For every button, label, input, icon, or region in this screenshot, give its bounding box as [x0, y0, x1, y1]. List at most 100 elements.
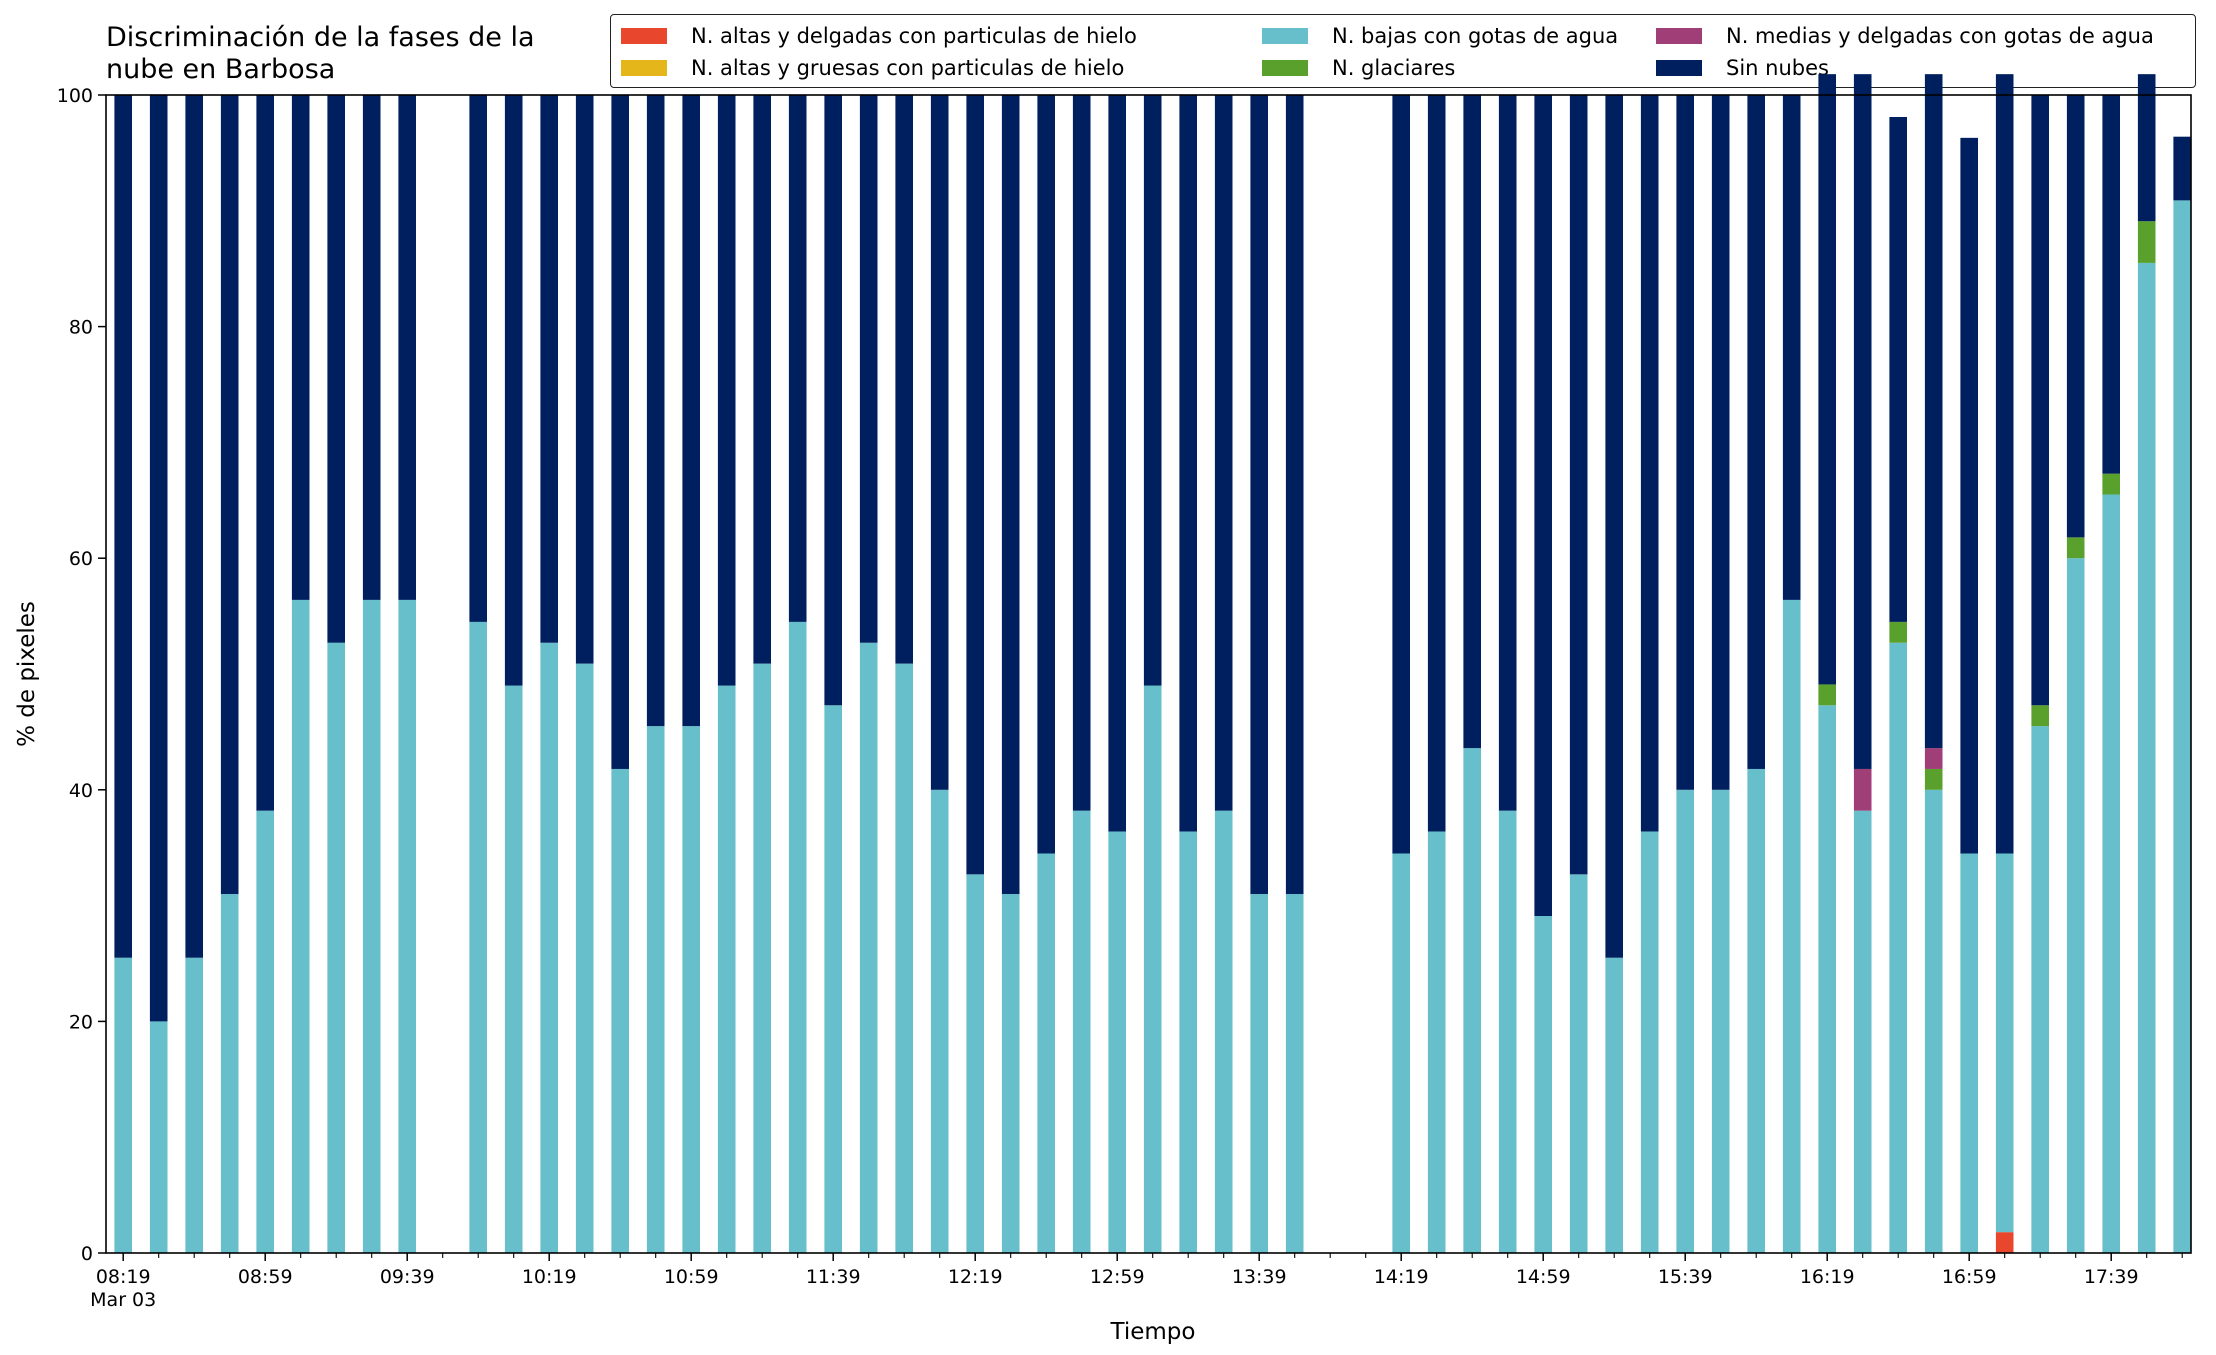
bar-segment: [1037, 853, 1055, 1253]
bar-segment: [895, 663, 913, 1253]
x-tick-label: 14:59: [1516, 1266, 1571, 1288]
y-tick-label: 100: [57, 85, 93, 107]
bar-segment: [1179, 95, 1197, 832]
bar-segment: [220, 95, 239, 895]
bar-segment: [1498, 95, 1517, 811]
bar-segment: [256, 810, 274, 1253]
bar-segment: [1427, 831, 1446, 1253]
bar-segment: [1179, 831, 1197, 1253]
bar-segment: [2137, 74, 2156, 222]
bar-segment: [1782, 599, 1801, 1253]
bar-segment: [682, 726, 700, 1253]
bar-segment: [1250, 95, 1268, 895]
bar-segment: [788, 95, 807, 622]
y-axis: 0 20 40 60 80 100: [57, 85, 106, 1265]
legend-swatch: [1262, 60, 1308, 76]
bar-segment: [2137, 262, 2156, 1253]
y-tick-label: 0: [81, 1243, 93, 1265]
x-tick-label: 13:39: [1232, 1266, 1287, 1288]
bar-segment: [1747, 768, 1765, 1253]
bar-segment: [540, 95, 558, 643]
bar-segment: [149, 1021, 168, 1253]
bar-segment: [1818, 74, 1836, 685]
chart-title: Discriminación de la fases de la nube en…: [106, 22, 535, 85]
bar-segment: [1143, 685, 1162, 1253]
x-tick-label: 08:19: [96, 1266, 151, 1288]
bar-segment: [1463, 748, 1481, 1253]
bar-segment: [2173, 200, 2191, 1253]
bar-segment: [1889, 621, 1907, 643]
legend-label: N. medias y delgadas con gotas de agua: [1726, 24, 2154, 48]
legend-swatch: [1262, 28, 1308, 44]
bar-segment: [646, 95, 665, 727]
x-tick-label: 10:19: [522, 1266, 577, 1288]
bar-segment: [753, 663, 771, 1253]
bar-segment: [1676, 95, 1694, 790]
bar-segment: [220, 894, 239, 1253]
bar-segment: [327, 95, 345, 643]
legend-item: N. glaciares: [1262, 53, 1455, 83]
bar-segment: [966, 874, 984, 1253]
legend-item: N. altas y gruesas con particulas de hie…: [621, 53, 1124, 83]
legend-swatch: [1656, 60, 1702, 76]
x-tick-label: 10:59: [664, 1266, 719, 1288]
legend-swatch: [1656, 28, 1702, 44]
x-tick-label: 11:39: [806, 1266, 861, 1288]
bar-segment: [930, 789, 949, 1253]
plot-frame: [105, 94, 2192, 1254]
bar-segment: [2102, 95, 2120, 474]
bar-segment: [1889, 642, 1907, 1253]
x-tick-label: 08:59: [238, 1266, 293, 1288]
bar-segment: [2102, 473, 2120, 495]
bar-segment: [1214, 810, 1233, 1253]
bar-segment: [398, 599, 416, 1253]
bar-segment: [1534, 916, 1552, 1253]
bar-segment: [1392, 853, 1410, 1253]
bar-segment: [114, 95, 132, 958]
bar-segment: [256, 95, 274, 811]
bar-segment: [1605, 957, 1623, 1253]
bar-segment: [1924, 74, 1943, 749]
bar-segment: [504, 685, 523, 1253]
bar-segment: [1640, 831, 1659, 1253]
bar-segment: [362, 599, 381, 1253]
bar-segment: [2102, 494, 2120, 1253]
legend-label: Sin nubes: [1726, 56, 1829, 80]
bar-segment: [1143, 95, 1162, 686]
bar-segment: [1924, 789, 1943, 1253]
bar-segment: [1747, 95, 1765, 769]
bar-segment: [149, 95, 168, 1022]
legend-swatch: [621, 28, 667, 44]
bar-segment: [2137, 221, 2156, 263]
bar-segment: [540, 642, 558, 1253]
bar-segment: [1001, 95, 1020, 895]
x-tick-label: 16:59: [1942, 1266, 1997, 1288]
chart-legend: N. altas y delgadas con particulas de hi…: [610, 14, 2196, 88]
y-tick-label: 20: [69, 1011, 93, 1033]
legend-swatch: [621, 60, 667, 76]
bar-segment: [1818, 705, 1836, 1253]
bar-segment: [469, 621, 487, 1253]
bar-segment: [1960, 853, 1978, 1253]
bar-segment: [966, 95, 984, 875]
bar-segment: [114, 957, 132, 1253]
bar-segment: [859, 95, 878, 643]
y-tick-label: 40: [69, 780, 93, 802]
bar-segment: [1037, 95, 1055, 854]
bar-segment: [717, 95, 736, 686]
bar-segment: [1960, 137, 1978, 854]
bar-segment: [1498, 810, 1517, 1253]
bar-segment: [1569, 874, 1588, 1253]
y-axis-label: % de pixeles: [14, 601, 40, 747]
legend-item: N. altas y delgadas con particulas de hi…: [621, 21, 1137, 51]
bar-segment: [824, 705, 842, 1253]
bar-segment: [2031, 95, 2049, 706]
bar-segment: [895, 95, 913, 664]
x-tick-label: 15:39: [1658, 1266, 1713, 1288]
bar-segment: [824, 95, 842, 706]
bar-segment: [611, 768, 629, 1253]
bar-segment: [1001, 894, 1020, 1253]
legend-item: Sin nubes: [1656, 53, 1829, 83]
bar-segment: [1853, 74, 1872, 769]
bar-segment: [504, 95, 523, 686]
